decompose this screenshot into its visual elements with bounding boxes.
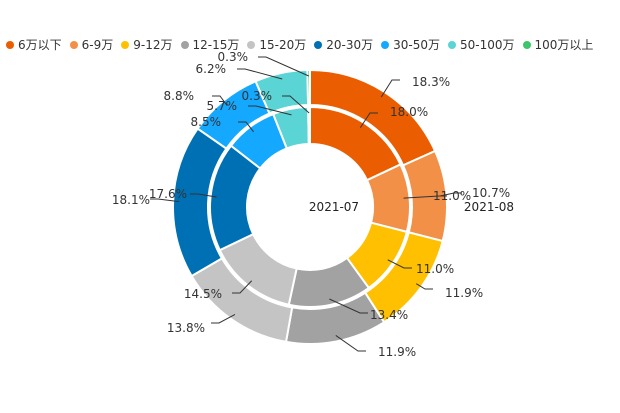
legend-swatch	[314, 40, 323, 49]
legend-swatch	[247, 40, 256, 49]
legend-label: 6-9万	[81, 38, 114, 52]
data-label-outer-5: 18.1%	[112, 193, 150, 207]
inner-ring-name: 2021-07	[309, 200, 359, 214]
legend-swatch	[381, 40, 390, 49]
data-label-outer-4: 13.8%	[167, 321, 205, 335]
data-label-outer-3: 11.9%	[378, 345, 416, 359]
legend-item[interactable]: 6万以下	[6, 36, 62, 53]
legend-swatch	[6, 40, 14, 49]
data-label-outer-1: 10.7%	[472, 186, 510, 200]
data-label-inner-6: 8.5%	[191, 115, 222, 129]
legend-label: 15-20万	[259, 38, 307, 52]
legend-item[interactable]: 100万以上	[522, 36, 594, 53]
data-label-outer-0: 18.3%	[412, 75, 450, 89]
leader-line-outer-4	[211, 313, 236, 324]
data-label-outer-2: 11.9%	[445, 286, 483, 300]
data-label-inner-2: 11.0%	[416, 262, 454, 276]
legend-label: 9-12万	[133, 38, 173, 52]
data-label-outer-6: 8.8%	[164, 89, 195, 103]
leader-line-outer-2	[415, 283, 433, 290]
legend-label: 12-15万	[192, 38, 240, 52]
legend-item[interactable]: 9-12万	[121, 36, 173, 53]
legend-item[interactable]: 6-9万	[69, 36, 114, 53]
legend-swatch	[448, 40, 456, 49]
legend-label: 30-50万	[393, 38, 440, 52]
data-label-inner-7: 5.7%	[207, 99, 238, 113]
donut-slice-outer-8[interactable]	[306, 68, 311, 107]
legend-label: 6万以下	[18, 38, 62, 52]
legend: 6万以下 6-9万 9-12万 12-15万 15-20万 20-30万 30-50万 50-…	[6, 36, 601, 53]
leader-line-outer-5	[150, 198, 180, 203]
data-label-outer-7: 6.2%	[196, 62, 227, 76]
leader-line-outer-6	[212, 95, 228, 106]
legend-label: 50-100万	[460, 38, 515, 52]
data-label-inner-1: 11.0%	[433, 189, 471, 203]
legend-item[interactable]: 20-30万	[314, 36, 373, 53]
data-label-outer-8: 0.3%	[218, 50, 249, 64]
legend-item[interactable]: 50-100万	[448, 36, 515, 53]
legend-swatch	[180, 40, 189, 49]
leader-line-outer-3	[335, 335, 366, 352]
legend-swatch	[121, 40, 130, 49]
donut-slice-inner-8[interactable]	[307, 105, 311, 146]
leader-line-inner-8	[282, 95, 310, 114]
leader-line-outer-8	[258, 56, 309, 77]
legend-item[interactable]: 12-15万	[180, 36, 240, 53]
leader-line-inner-4	[232, 280, 253, 294]
leader-line-inner-6	[238, 121, 254, 133]
data-label-inner-0: 18.0%	[390, 105, 428, 119]
leader-line-inner-2	[387, 259, 412, 269]
legend-item[interactable]: 15-20万	[247, 36, 306, 53]
leader-line-outer-7	[237, 68, 283, 80]
data-label-inner-5: 17.6%	[149, 187, 187, 201]
outer-ring-name: 2021-08	[464, 200, 514, 214]
leader-line-inner-5	[190, 193, 217, 198]
legend-swatch	[522, 40, 531, 49]
legend-item[interactable]: 30-50万	[381, 36, 440, 53]
data-label-inner-8: 0.3%	[242, 89, 273, 103]
leader-line-inner-7	[248, 105, 292, 116]
leader-line-outer-0	[380, 79, 400, 98]
data-label-inner-3: 13.4%	[370, 308, 408, 322]
leader-line-outer-1	[440, 192, 462, 197]
leader-line-inner-3	[329, 298, 368, 314]
leader-line-inner-1	[403, 195, 447, 199]
legend-label: 20-30万	[326, 38, 374, 52]
data-label-inner-4: 14.5%	[184, 287, 222, 301]
leader-line-inner-0	[359, 112, 378, 128]
legend-label: 100万以上	[534, 38, 594, 52]
legend-swatch	[69, 40, 78, 49]
